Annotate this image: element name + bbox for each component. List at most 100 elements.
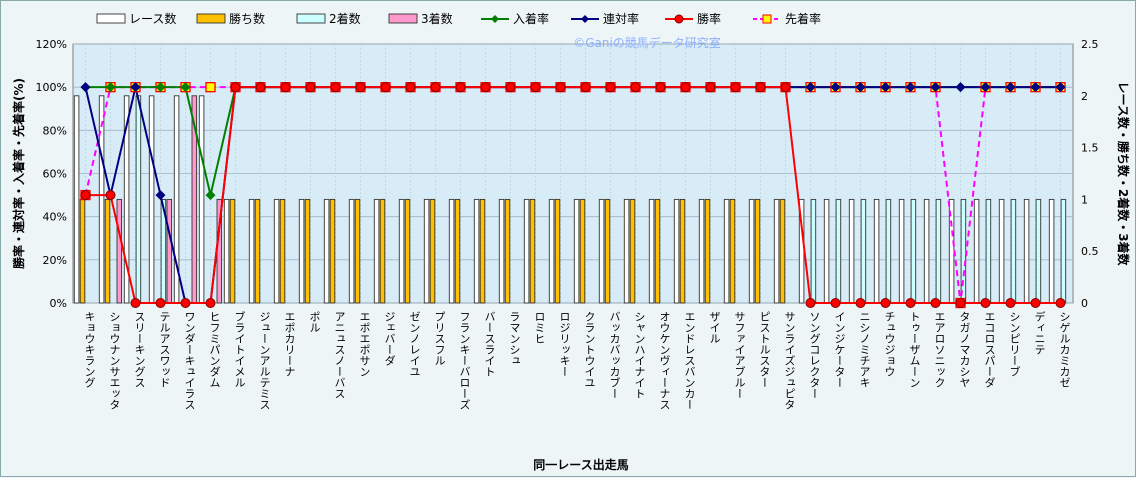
x-tick-label: プリスフル xyxy=(433,311,446,366)
legend-marker xyxy=(762,14,772,24)
x-tick-label: テルアスワッド xyxy=(158,311,171,388)
x-tick-label: ロジリッキー xyxy=(558,311,571,377)
bar-races xyxy=(448,198,455,304)
bar-races xyxy=(398,198,405,304)
bar-wins xyxy=(304,198,311,304)
bar-races xyxy=(648,198,655,304)
x-tick-label: オウケンヴィーナス xyxy=(658,311,671,410)
bar-races xyxy=(523,198,530,304)
x-tick-label: エンドレスバンカー xyxy=(683,311,696,410)
point-win-rate xyxy=(705,82,716,93)
x-tick-label: ブライトイメル xyxy=(233,310,246,388)
x-tick-label: エポエポサン xyxy=(358,311,371,377)
bar-second xyxy=(985,198,992,304)
point-win-rate xyxy=(655,82,666,93)
bar-wins xyxy=(729,198,736,304)
y-tick-label: 40% xyxy=(43,211,67,224)
y-tick-label: 20% xyxy=(43,254,67,267)
point-place-rate xyxy=(105,82,116,93)
point-quinella-rate xyxy=(955,82,966,93)
x-tick-label: チュウジョウ xyxy=(883,311,896,377)
point-win-rate xyxy=(1055,298,1066,308)
bar-races xyxy=(898,198,905,304)
point-quinella-rate xyxy=(905,82,916,93)
bar-races xyxy=(573,198,580,304)
y-axis-title: 勝率・連対率・入着率・先着率(%) xyxy=(11,78,26,269)
x-tick-label: ニシノミチアキ xyxy=(858,311,871,388)
y-tick-label: 120% xyxy=(36,38,67,51)
x-tick-label: ジェバーダ xyxy=(383,311,396,366)
bar-second xyxy=(1010,198,1017,304)
x-tick-label: エアロソニック xyxy=(933,311,946,388)
x-tick-label: クラントウイユ xyxy=(583,311,596,388)
point-win-rate xyxy=(230,82,241,93)
bar-races xyxy=(273,198,280,304)
x-tick-label: エコロスパーダ xyxy=(983,311,996,388)
bar-races xyxy=(423,198,430,304)
x-tick-label: サンライズジュピタ xyxy=(783,311,796,410)
x-tick-label: シゲルカミカゼ xyxy=(1058,311,1071,388)
watermark: ©Ganiの競馬データ研究室 xyxy=(573,35,721,50)
bar-races xyxy=(148,95,155,304)
bar-races xyxy=(373,198,380,304)
bar-wins xyxy=(429,198,436,304)
bar-races xyxy=(198,95,205,304)
x-tick-label: ヒフミパンダム xyxy=(208,311,221,388)
point-place-rate xyxy=(180,82,191,93)
bar-second xyxy=(935,198,942,304)
bar-wins xyxy=(254,198,261,304)
bar-wins xyxy=(329,198,336,304)
bar-wins xyxy=(679,198,686,304)
x-tick-label: サファイアブルー xyxy=(733,311,746,399)
bar-wins xyxy=(629,198,636,304)
bar-races xyxy=(223,198,230,304)
bar-races xyxy=(548,198,555,304)
x-tick-label: シンピリーブ xyxy=(1008,311,1021,377)
bar-wins xyxy=(504,198,511,304)
point-win-rate xyxy=(630,82,641,93)
x-tick-label: ワンダーキュイラス xyxy=(183,311,196,410)
point-quinella-rate xyxy=(80,82,91,93)
x-tick-label: ポル xyxy=(308,311,321,333)
point-quinella-rate xyxy=(155,190,166,201)
bar-wins xyxy=(604,198,611,304)
x-tick-label: ロミヒ xyxy=(533,311,546,344)
x-tick-label: スリーキングス xyxy=(133,311,146,388)
point-win-rate xyxy=(355,82,366,93)
point-win-rate xyxy=(980,298,991,308)
bar-wins xyxy=(779,198,786,304)
point-win-rate xyxy=(1030,298,1041,308)
point-win-rate xyxy=(255,82,266,93)
legend-marker xyxy=(581,15,589,23)
point-win-rate xyxy=(530,82,541,93)
point-win-rate xyxy=(1005,298,1016,308)
bar-races xyxy=(673,198,680,304)
legend-label: 2着数 xyxy=(329,11,361,26)
point-win-rate xyxy=(680,82,691,93)
point-win-rate xyxy=(405,82,416,93)
point-win-rate xyxy=(455,82,466,93)
bar-races xyxy=(473,198,480,304)
point-win-rate xyxy=(830,298,841,308)
point-quinella-rate xyxy=(980,82,991,93)
bar-second xyxy=(910,198,917,304)
point-win-rate xyxy=(380,82,391,93)
point-win-rate xyxy=(105,190,116,201)
bar-second xyxy=(1035,198,1042,304)
x-tick-label: インジケーター xyxy=(833,311,846,388)
bar-races xyxy=(973,198,980,304)
x-tick-label: タガノマカシヤ xyxy=(958,311,971,388)
bar-wins xyxy=(354,198,361,304)
x-tick-label: ソングコレクター xyxy=(808,311,821,399)
bar-races xyxy=(923,198,930,304)
y-tick-label: 60% xyxy=(43,168,67,181)
point-quinella-rate xyxy=(855,82,866,93)
bar-races xyxy=(998,198,1005,304)
point-win-rate xyxy=(955,298,966,308)
legend-label: 3着数 xyxy=(421,11,453,26)
bar-wins xyxy=(579,198,586,304)
bar-wins xyxy=(404,198,411,304)
x-tick-label: エポカリーナ xyxy=(283,311,296,377)
bar-wins xyxy=(104,198,111,304)
